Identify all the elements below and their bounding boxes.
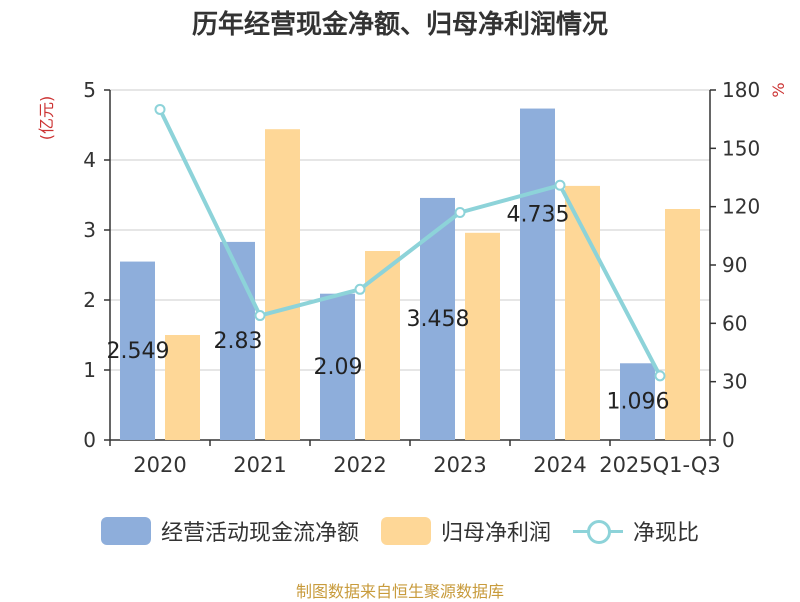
legend-item-cash[interactable]: 经营活动现金流净额 — [100, 515, 359, 547]
bar-profit — [165, 335, 200, 440]
source-note: 制图数据来自恒生聚源数据库 — [295, 582, 504, 601]
bar-data-label: 4.735 — [507, 202, 570, 227]
bar-data-label: 2.83 — [214, 329, 263, 354]
legend-item-ratio[interactable]: 净现比 — [573, 515, 699, 547]
left-tick-label: 3 — [83, 218, 96, 242]
legend-swatch-ratio — [573, 517, 623, 545]
right-tick-label: 30 — [722, 370, 747, 394]
legend: 经营活动现金流净额 归母净利润 净现比 — [0, 515, 800, 547]
bar-profit — [265, 129, 300, 440]
chart-title: 历年经营现金净额、归母净利润情况 — [191, 10, 608, 40]
right-tick-label: 120 — [722, 195, 760, 219]
ratio-point — [554, 179, 566, 191]
ratio-line — [158, 108, 662, 377]
x-tick-label: 2021 — [233, 453, 286, 477]
ratio-point — [254, 310, 266, 322]
ratio-point — [654, 370, 666, 382]
x-tick-label: 2025Q1-Q3 — [599, 453, 721, 477]
left-tick-label: 0 — [83, 428, 96, 452]
bar-cash — [220, 241, 255, 440]
ratio-point — [454, 207, 466, 218]
bar-data-label: 2.549 — [107, 339, 170, 364]
bar-profit — [465, 232, 500, 440]
right-axis-unit: % — [769, 82, 788, 97]
legend-label-ratio: 净现比 — [633, 521, 700, 546]
left-tick-label: 1 — [83, 358, 96, 382]
bar-data-label: 1.096 — [607, 390, 670, 415]
left-tick-label: 5 — [83, 78, 96, 102]
right-tick-label: 0 — [722, 428, 735, 452]
right-tick-label: 60 — [722, 311, 747, 335]
x-tick-label: 2024 — [533, 453, 586, 477]
legend-swatch-cash — [100, 517, 151, 545]
bar-data-label: 2.09 — [314, 355, 363, 380]
legend-item-profit[interactable]: 归母净利润 — [380, 515, 551, 547]
bar-cash — [520, 108, 555, 441]
bar-cash — [120, 261, 155, 440]
bar-cash — [320, 293, 355, 440]
left-tick-label: 2 — [83, 288, 96, 312]
right-tick-label: 150 — [722, 136, 760, 160]
legend-swatch-profit — [380, 517, 431, 545]
right-tick-label: 180 — [722, 78, 760, 102]
bar-data-label: 3.458 — [407, 307, 470, 332]
left-tick-label: 4 — [83, 148, 96, 172]
right-tick-label: 90 — [722, 253, 747, 277]
ratio-point — [154, 103, 166, 115]
ratio-point — [354, 283, 366, 295]
x-tick-label: 2020 — [133, 453, 186, 477]
legend-label-profit: 归母净利润 — [440, 521, 551, 546]
bar-cash — [620, 363, 655, 440]
x-tick-label: 2023 — [433, 453, 486, 477]
left-axis-unit: (亿元) — [37, 96, 56, 141]
legend-label-cash: 经营活动现金流净额 — [160, 521, 359, 546]
bar-profit — [665, 209, 700, 440]
x-tick-label: 2022 — [333, 453, 386, 477]
